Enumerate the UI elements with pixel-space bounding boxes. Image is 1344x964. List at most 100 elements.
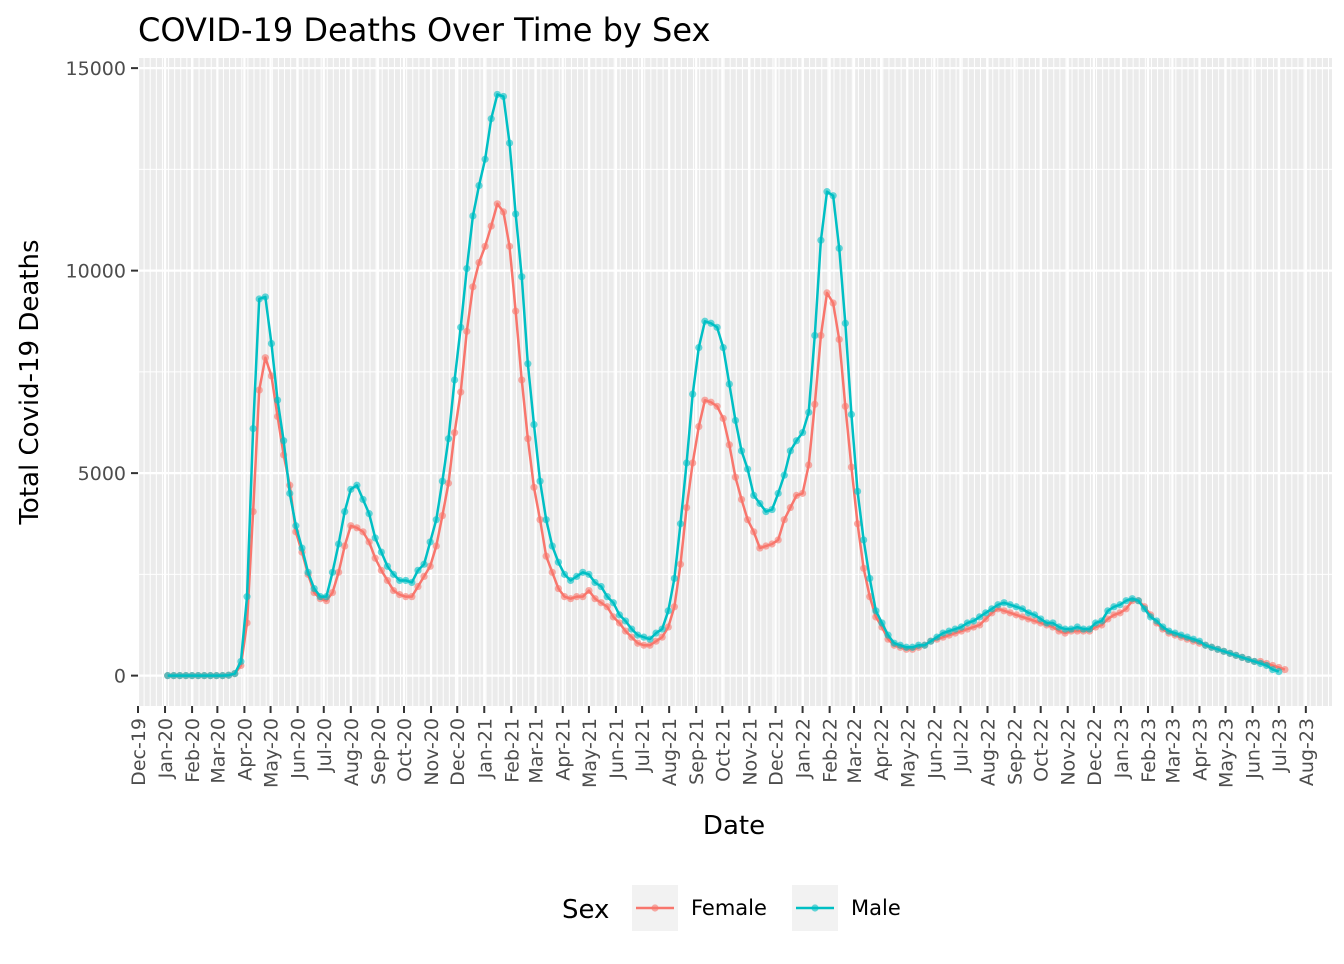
data-point-female	[536, 516, 544, 524]
data-point-male	[737, 447, 746, 455]
data-point-male	[1195, 637, 1204, 645]
data-point-female	[768, 540, 776, 548]
x-tick-label: Oct-21	[712, 718, 734, 782]
data-point-female	[621, 627, 630, 635]
data-point-male	[1043, 619, 1051, 627]
data-point-female	[603, 603, 611, 611]
data-point-female	[719, 414, 727, 423]
legend-point-male	[811, 904, 819, 912]
data-point-male	[188, 672, 196, 680]
data-point-female	[426, 562, 434, 570]
legend-point-female	[651, 904, 659, 912]
data-point-male	[1116, 601, 1124, 609]
major-gridlines	[136, 58, 1332, 706]
plot-panel	[138, 58, 1332, 706]
x-tick-label: Apr-21	[553, 718, 575, 781]
data-point-female	[682, 503, 691, 512]
data-point-male	[1140, 605, 1149, 613]
x-tick-label: May-23	[1216, 718, 1238, 788]
data-point-female	[762, 542, 770, 550]
x-tick-label: Jul-20	[314, 718, 336, 773]
data-point-female	[335, 568, 343, 576]
data-point-female	[1281, 665, 1289, 674]
data-point-male	[365, 510, 373, 518]
data-point-female	[548, 568, 556, 576]
data-point-female	[414, 582, 422, 591]
x-tick-label: Feb-20	[182, 718, 204, 783]
x-tick-label: Aug-20	[341, 718, 363, 786]
data-point-male	[347, 485, 355, 493]
x-tick-label: Aug-22	[977, 718, 999, 786]
data-point-male	[847, 410, 856, 418]
data-point-male	[878, 619, 886, 627]
data-point-male	[1104, 607, 1112, 615]
data-point-male	[170, 672, 178, 680]
data-point-male	[1183, 633, 1191, 641]
data-point-female	[512, 307, 520, 315]
data-point-male	[316, 593, 324, 601]
x-tick-label: Jan-21	[474, 718, 496, 779]
data-point-male	[451, 376, 459, 384]
data-point-male	[908, 643, 917, 651]
data-point-female	[1030, 617, 1039, 625]
data-point-male	[780, 471, 788, 479]
data-point-male	[1128, 595, 1136, 603]
data-point-female	[976, 621, 984, 629]
x-tick-label: Feb-23	[1138, 718, 1160, 783]
data-point-male	[1153, 617, 1161, 625]
x-axis-label: Date	[703, 811, 765, 841]
x-tick-label: Nov-22	[1058, 718, 1080, 786]
data-point-male	[768, 505, 776, 514]
data-point-male	[579, 568, 587, 576]
data-point-male	[432, 516, 440, 524]
data-point-male	[371, 534, 379, 542]
x-tick-label: Apr-20	[234, 718, 256, 781]
data-point-male	[542, 516, 550, 524]
x-tick-label: Dec-22	[1084, 718, 1106, 786]
data-point-male	[536, 477, 544, 485]
x-tick-label: Jun-20	[288, 718, 310, 780]
data-point-female	[389, 586, 398, 595]
x-tick-label: Feb-21	[501, 718, 523, 783]
data-point-male	[1165, 627, 1173, 635]
data-point-male	[182, 672, 190, 680]
data-point-male	[548, 542, 556, 550]
x-tick-label: Dec-21	[766, 718, 788, 786]
data-point-female	[396, 591, 404, 599]
data-point-female	[664, 623, 672, 631]
data-point-female	[805, 461, 813, 469]
data-point-female	[353, 524, 361, 532]
data-point-male	[615, 611, 624, 619]
data-point-female	[567, 595, 575, 603]
data-point-male	[383, 562, 392, 570]
data-point-female	[835, 335, 843, 344]
data-point-female	[481, 242, 489, 250]
data-point-female	[560, 593, 569, 601]
data-point-male	[1214, 645, 1222, 653]
data-point-male	[377, 548, 385, 556]
data-point-female	[1018, 613, 1026, 621]
data-point-male	[994, 601, 1002, 609]
data-point-male	[1256, 659, 1265, 668]
data-point-female	[402, 593, 410, 601]
data-point-female	[823, 289, 831, 297]
data-point-male	[628, 625, 636, 633]
x-tick-label: Oct-22	[1031, 718, 1053, 782]
y-axis-label: Total Covid-19 Deaths	[15, 239, 45, 525]
data-point-female	[469, 283, 477, 291]
data-point-female	[438, 512, 446, 520]
data-point-male	[750, 491, 758, 499]
data-point-male	[792, 437, 801, 445]
data-point-male	[1226, 649, 1234, 657]
data-point-female	[347, 522, 355, 530]
data-point-male	[298, 544, 306, 552]
data-point-male	[1232, 651, 1240, 659]
data-point-female	[1024, 615, 1033, 623]
data-point-male	[896, 641, 904, 649]
data-point-male	[1024, 609, 1033, 617]
data-point-male	[951, 625, 959, 633]
data-point-female	[579, 593, 587, 601]
data-point-male	[335, 540, 343, 548]
x-tick-label: Jun-21	[606, 718, 628, 780]
data-point-male	[805, 408, 813, 416]
